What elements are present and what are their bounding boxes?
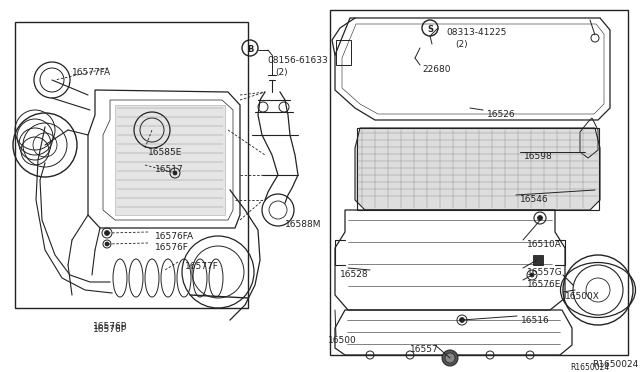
Text: 16500X: 16500X — [565, 292, 600, 301]
Text: 22680: 22680 — [422, 65, 451, 74]
Circle shape — [538, 215, 543, 221]
Text: 16500: 16500 — [328, 336, 356, 345]
Text: 16576P: 16576P — [93, 325, 127, 334]
Text: S: S — [427, 26, 433, 35]
Polygon shape — [355, 128, 600, 210]
Text: 16576P: 16576P — [93, 322, 127, 331]
Text: (2): (2) — [275, 68, 287, 77]
Text: 16557G: 16557G — [527, 268, 563, 277]
Text: 16577F: 16577F — [185, 262, 219, 271]
Text: 16528: 16528 — [340, 270, 369, 279]
Text: 08156-61633: 08156-61633 — [267, 56, 328, 65]
Circle shape — [173, 171, 177, 175]
Circle shape — [460, 317, 465, 323]
Text: (2): (2) — [455, 40, 468, 49]
Text: 16577FA: 16577FA — [72, 68, 111, 77]
Bar — [533, 255, 543, 265]
Text: 16546: 16546 — [520, 195, 548, 204]
Text: R1650024: R1650024 — [570, 363, 609, 372]
Circle shape — [530, 273, 534, 277]
Text: B: B — [247, 45, 253, 55]
Bar — [15, 22, 248, 308]
Text: 16557: 16557 — [410, 345, 439, 354]
Text: 16517: 16517 — [155, 165, 184, 174]
Text: 16585E: 16585E — [148, 148, 182, 157]
Bar — [336, 40, 351, 65]
Bar — [330, 10, 628, 355]
Circle shape — [104, 231, 109, 235]
Text: 16576F: 16576F — [155, 243, 189, 252]
Polygon shape — [115, 105, 225, 215]
Text: R1650024: R1650024 — [592, 360, 638, 369]
Text: 16516: 16516 — [521, 316, 550, 325]
Bar — [357, 128, 599, 210]
Text: 16526: 16526 — [487, 110, 516, 119]
Circle shape — [105, 242, 109, 246]
Text: 16598: 16598 — [524, 152, 553, 161]
Text: 16588M: 16588M — [285, 220, 321, 229]
Text: 16576E: 16576E — [527, 280, 561, 289]
Circle shape — [445, 353, 455, 363]
Text: 16510A: 16510A — [527, 240, 562, 249]
Circle shape — [442, 350, 458, 366]
Text: 16576FA: 16576FA — [155, 232, 194, 241]
Text: 08313-41225: 08313-41225 — [446, 28, 506, 37]
